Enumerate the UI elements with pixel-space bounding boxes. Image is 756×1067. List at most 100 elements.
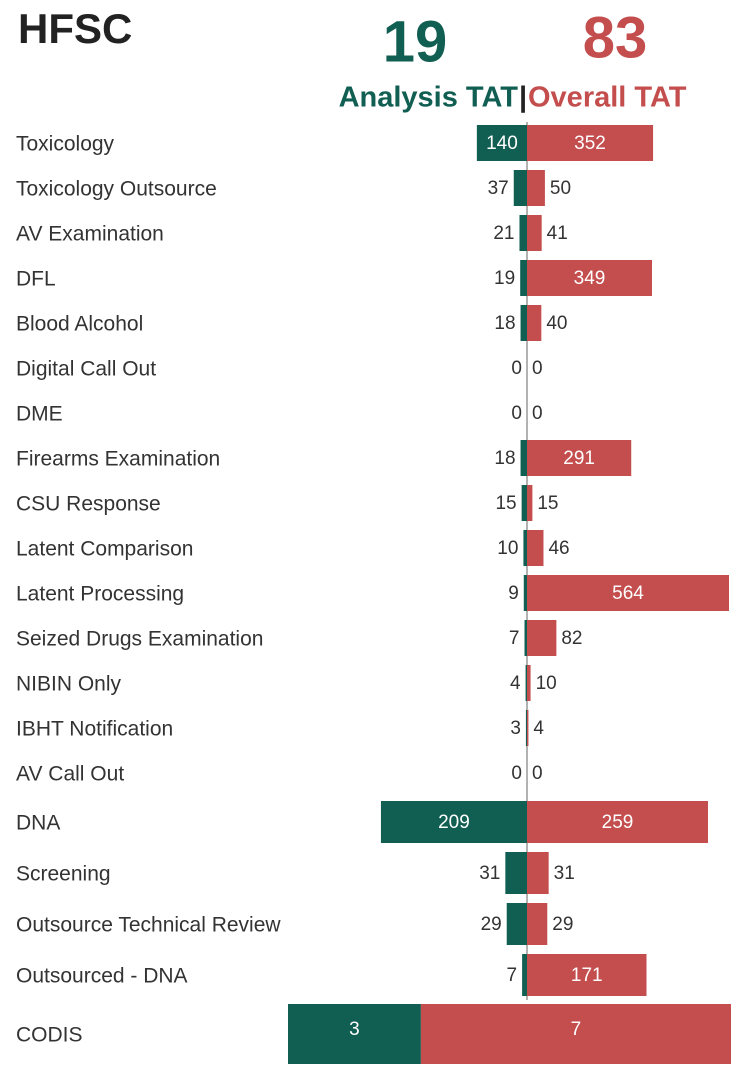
bar: [523, 530, 527, 566]
page-title: HFSC: [18, 5, 132, 52]
category-label: NIBIN Only: [16, 673, 122, 696]
value-label: 18: [494, 313, 515, 334]
value-label: 29: [481, 914, 502, 935]
value-label: 0: [532, 763, 543, 784]
bar: [527, 440, 632, 476]
value-label: 0: [532, 358, 543, 379]
value-label: 0: [511, 403, 522, 424]
category-label: CSU Response: [16, 493, 161, 516]
value-label: 171: [571, 965, 603, 986]
value-label: 18: [494, 448, 515, 469]
value-label: 352: [574, 133, 606, 154]
value-label: 82: [561, 628, 582, 649]
category-label: Latent Comparison: [16, 538, 193, 561]
category-label: Outsourced - DNA: [16, 965, 188, 988]
bar: [523, 575, 527, 611]
bar: [527, 801, 708, 843]
value-label: 349: [574, 268, 606, 289]
value-label: 0: [532, 403, 543, 424]
bar: [519, 215, 527, 251]
value-label: 259: [602, 812, 634, 833]
bar: [527, 485, 533, 521]
overall-label: Overall TAT: [528, 82, 687, 114]
bar: [527, 260, 652, 296]
category-label: Toxicology Outsource: [16, 178, 217, 201]
value-label: 46: [548, 538, 569, 559]
value-label: 0: [511, 358, 522, 379]
bar: [527, 620, 557, 656]
bar: [520, 305, 527, 341]
bar: [525, 710, 527, 746]
value-label: 3: [349, 1019, 360, 1040]
bar: [506, 903, 527, 945]
bar: [527, 575, 729, 611]
bar: [380, 801, 527, 843]
bar: [527, 170, 545, 206]
category-label: DME: [16, 403, 63, 426]
value-label: 31: [554, 863, 575, 884]
bar: [527, 665, 531, 701]
separator: |: [519, 82, 527, 114]
value-label: 0: [511, 763, 522, 784]
bar: [520, 260, 527, 296]
value-label: 50: [550, 178, 571, 199]
value-label: 7: [571, 1019, 582, 1040]
bar: [524, 620, 527, 656]
bar: [527, 530, 544, 566]
bar-segment: [420, 1004, 731, 1064]
value-label: 10: [497, 538, 518, 559]
bar: [527, 305, 542, 341]
category-label: AV Call Out: [16, 763, 124, 786]
value-label: 7: [509, 628, 520, 649]
category-label: Digital Call Out: [16, 358, 156, 381]
value-label: 7: [507, 965, 518, 986]
value-label: 9: [508, 583, 519, 604]
value-label: 15: [495, 493, 516, 514]
bar: [505, 852, 527, 894]
bar: [476, 125, 527, 161]
category-label: Seized Drugs Examination: [16, 628, 263, 651]
value-label: 40: [546, 313, 567, 334]
value-label: 21: [493, 223, 514, 244]
value-label: 4: [533, 718, 544, 739]
bar: [520, 440, 527, 476]
category-label: Screening: [16, 863, 111, 886]
category-label: Outsource Technical Review: [16, 914, 281, 937]
category-label: DFL: [16, 268, 56, 291]
value-label: 10: [536, 673, 557, 694]
value-label: 209: [438, 812, 470, 833]
value-label: 19: [494, 268, 515, 289]
value-label: 564: [612, 583, 644, 604]
value-label: 29: [552, 914, 573, 935]
bar: [521, 485, 527, 521]
value-label: 41: [547, 223, 568, 244]
category-label: Toxicology: [16, 133, 115, 156]
bar: [527, 852, 549, 894]
bar: [527, 903, 548, 945]
bar: [527, 710, 529, 746]
value-label: 3: [510, 718, 521, 739]
category-label: AV Examination: [16, 223, 164, 246]
category-label: Firearms Examination: [16, 448, 220, 471]
value-label: 291: [563, 448, 595, 469]
value-label: 15: [537, 493, 558, 514]
category-label: CODIS: [16, 1024, 83, 1047]
bar: [513, 170, 527, 206]
analysis-total: 19: [383, 9, 448, 74]
bar: [527, 954, 647, 996]
bar: [525, 665, 527, 701]
value-label: 4: [510, 673, 521, 694]
category-label: IBHT Notification: [16, 718, 173, 741]
category-label: Latent Processing: [16, 583, 184, 606]
value-label: 140: [486, 133, 518, 154]
analysis-label: Analysis TAT: [339, 82, 519, 114]
value-label: 31: [479, 863, 500, 884]
overall-total: 83: [583, 5, 648, 70]
bar-segment: [288, 1004, 421, 1064]
category-label: Blood Alcohol: [16, 313, 143, 336]
bar: [522, 954, 527, 996]
bar: [527, 215, 542, 251]
bar: [527, 125, 654, 161]
value-label: 37: [488, 178, 509, 199]
